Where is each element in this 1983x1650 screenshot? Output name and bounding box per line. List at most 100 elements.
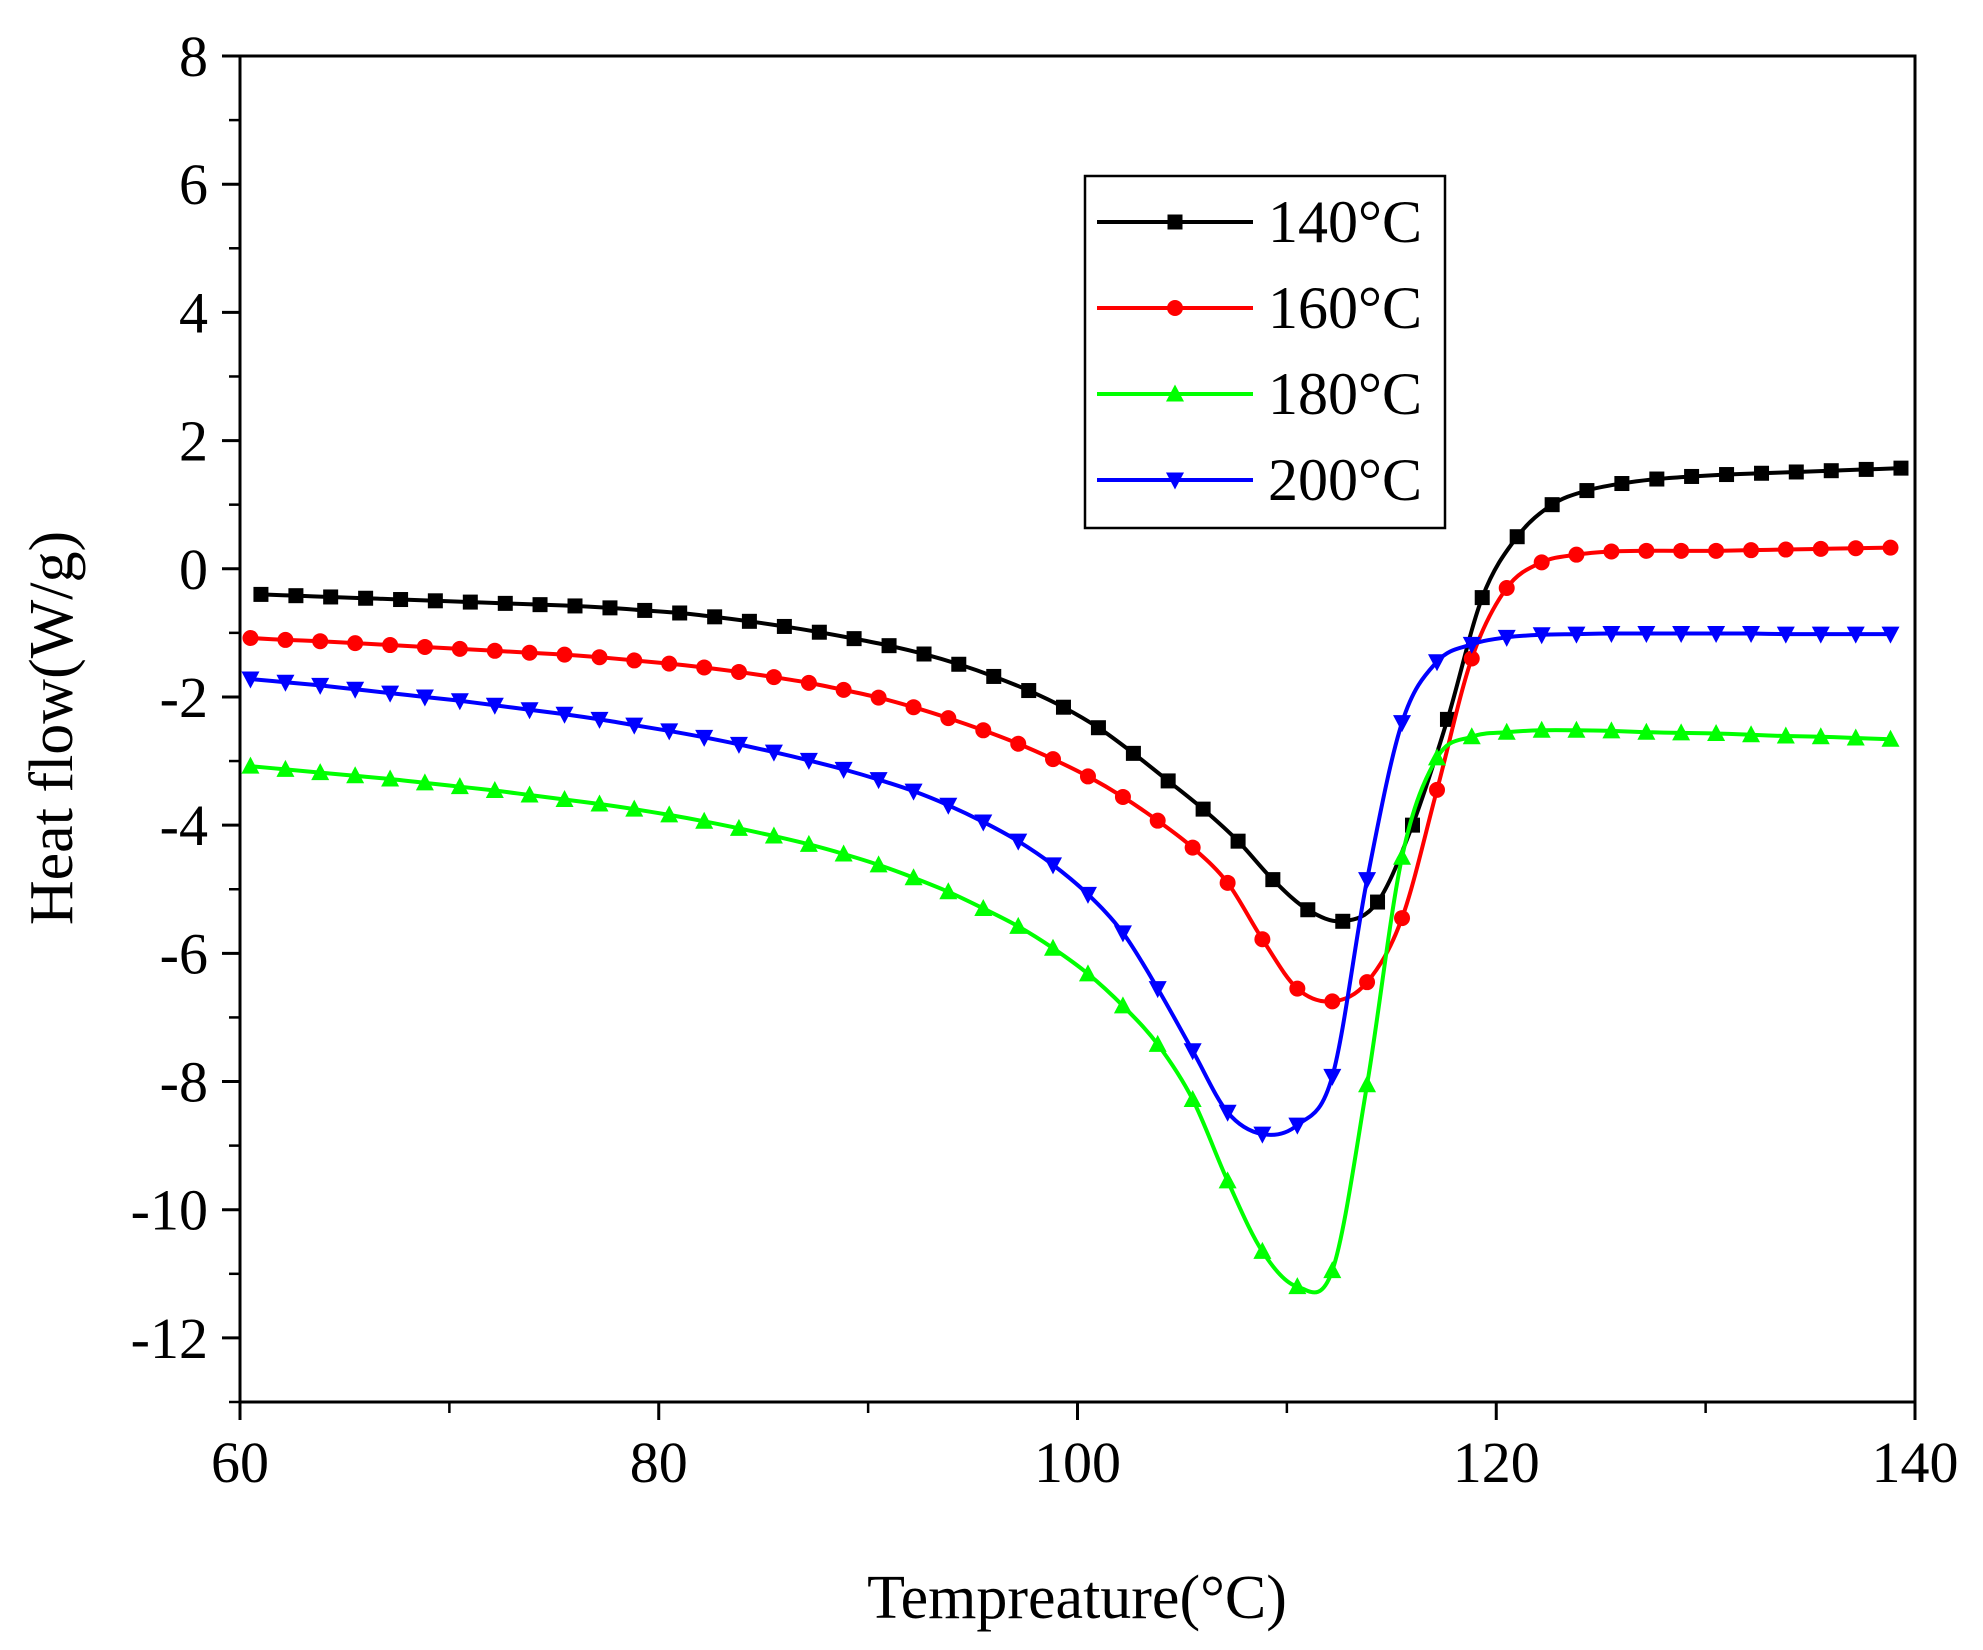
data-point-180: [1323, 1261, 1342, 1279]
legend-swatch-marker: [1166, 384, 1184, 402]
legend-box: [1083, 174, 1447, 530]
y-tick-label: 4: [179, 280, 208, 345]
y-tick-label: 0: [179, 537, 208, 602]
data-point-140: [1300, 902, 1316, 918]
data-point-160: [242, 629, 259, 646]
legend-swatch-marker: [1167, 214, 1183, 230]
data-point-180: [381, 769, 400, 787]
data-point-160: [1812, 540, 1829, 557]
series-180: [241, 720, 1900, 1295]
data-point-180: [1881, 729, 1900, 747]
data-point-160: [1289, 980, 1306, 997]
data-point-160: [1463, 650, 1480, 667]
data-point-160: [1568, 546, 1585, 563]
data-point-140: [427, 593, 443, 609]
data-point-140: [602, 600, 618, 616]
data-point-180: [1811, 727, 1830, 745]
series-200: [241, 625, 1900, 1144]
data-point-200: [974, 814, 993, 832]
data-point-140: [776, 618, 792, 634]
legend-label: 200°C: [1268, 447, 1422, 513]
data-point-160: [835, 681, 852, 698]
data-point-160: [382, 637, 399, 654]
data-point-140: [1823, 463, 1839, 479]
data-point-200: [276, 674, 295, 692]
data-point-200: [869, 772, 888, 790]
data-point-200: [1078, 886, 1097, 904]
data-point-160: [451, 640, 468, 657]
data-point-180: [1183, 1089, 1202, 1107]
data-point-180: [1253, 1241, 1272, 1259]
data-point-200: [1009, 833, 1028, 851]
data-point-160: [486, 642, 503, 659]
data-point-140: [1090, 720, 1106, 736]
legend: 140°C 160°C 180°C 200°C: [1083, 174, 1447, 530]
data-point-180: [311, 763, 330, 781]
data-point-160: [975, 722, 992, 739]
data-point-180: [1672, 723, 1691, 741]
data-point-140: [916, 646, 932, 662]
data-point-140: [288, 588, 304, 604]
data-point-180: [939, 882, 958, 900]
data-point-160: [626, 652, 643, 669]
data-point-160: [277, 631, 294, 648]
data-point-180: [415, 773, 434, 791]
data-point-140: [1265, 872, 1281, 888]
y-tick-label: 8: [179, 24, 208, 89]
data-point-160: [800, 674, 817, 691]
data-point-160: [1149, 812, 1166, 829]
data-point-180: [590, 794, 609, 812]
data-point-200: [1393, 715, 1412, 733]
data-point-160: [1324, 993, 1341, 1010]
data-point-180: [1776, 726, 1795, 744]
data-point-140: [1021, 683, 1037, 699]
data-point-180: [1707, 723, 1726, 741]
data-point-200: [1672, 625, 1691, 643]
y-tick-label: 6: [179, 152, 208, 217]
data-point-200: [1253, 1126, 1272, 1144]
y-tick-label: -10: [131, 1178, 208, 1243]
data-point-160: [1428, 781, 1445, 798]
data-point-160: [591, 649, 608, 666]
data-point-140: [811, 624, 827, 640]
data-point-200: [1044, 857, 1063, 875]
data-point-140: [1719, 467, 1735, 483]
x-tick-label: 80: [630, 1430, 688, 1495]
data-point-180: [1497, 722, 1516, 740]
data-point-140: [1055, 699, 1071, 715]
data-point-160: [1394, 910, 1411, 927]
data-point-200: [1881, 626, 1900, 644]
data-point-140: [1160, 773, 1176, 789]
data-point-140: [1893, 460, 1909, 476]
data-point-160: [1743, 542, 1760, 559]
x-tick-label: 120: [1453, 1430, 1540, 1495]
data-point-200: [939, 797, 958, 815]
series-160: [242, 539, 1899, 1010]
data-point-160: [1777, 541, 1794, 558]
data-point-200: [799, 752, 818, 770]
data-point-200: [241, 671, 260, 689]
data-point-160: [1045, 751, 1062, 768]
legend-label: 180°C: [1268, 361, 1422, 427]
data-point-200: [1323, 1068, 1342, 1086]
data-point-180: [276, 759, 295, 777]
legend-item-160: 160°C: [1097, 275, 1422, 341]
data-point-160: [1498, 579, 1515, 596]
data-point-140: [1614, 476, 1630, 492]
data-point-200: [415, 689, 434, 707]
data-point-200: [555, 706, 574, 724]
data-point-200: [1811, 626, 1830, 644]
data-point-200: [1602, 625, 1621, 643]
data-point-140: [1230, 833, 1246, 849]
legend-item-140: 140°C: [1097, 189, 1422, 255]
data-point-180: [1358, 1075, 1377, 1093]
data-point-200: [834, 761, 853, 779]
legend-swatch-marker: [1166, 472, 1184, 490]
plot-frame: [238, 54, 1917, 1404]
data-point-160: [416, 638, 433, 655]
series-line-160: [250, 545, 1891, 1004]
legend-item-200: 200°C: [1097, 447, 1422, 513]
data-point-160: [870, 689, 887, 706]
data-point-180: [974, 898, 993, 916]
data-point-140: [532, 597, 548, 613]
